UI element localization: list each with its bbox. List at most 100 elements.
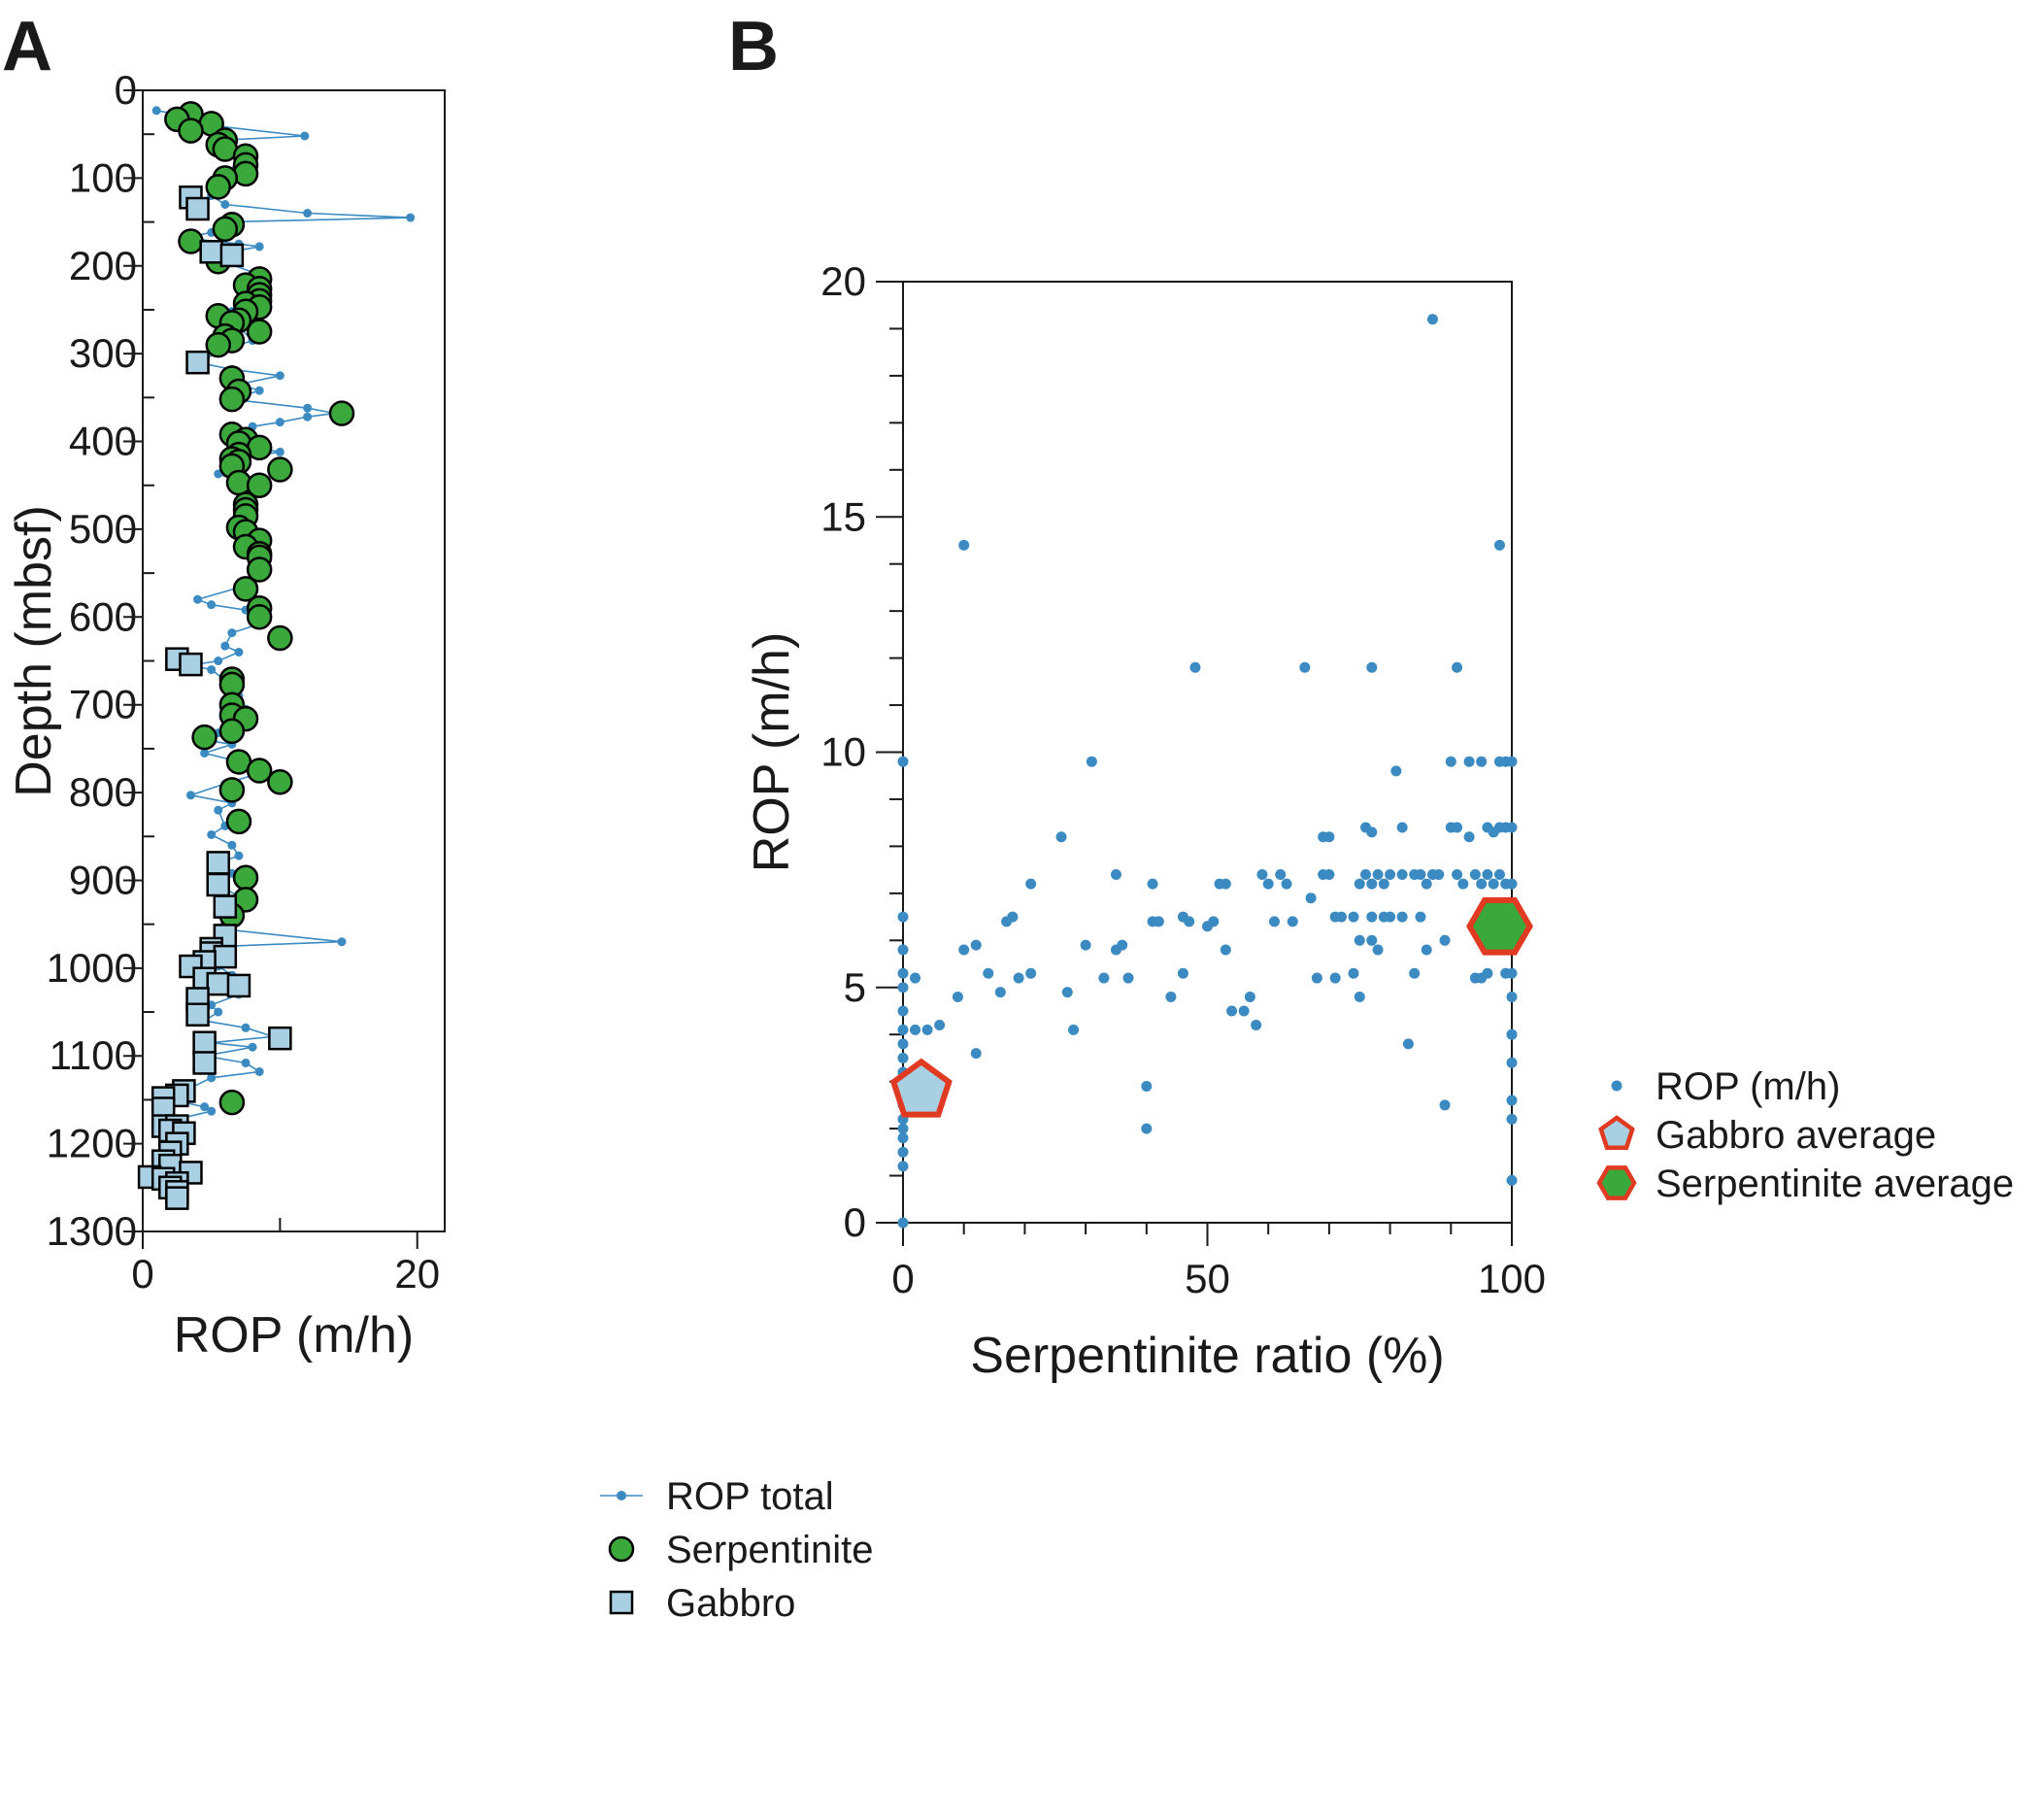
rop-point xyxy=(1262,878,1274,890)
rop-serpentinite-data xyxy=(889,314,1533,1229)
rop-point xyxy=(1463,831,1475,843)
gabbro-average-legend-marker xyxy=(1598,1115,1635,1151)
rop-point xyxy=(1506,967,1518,979)
rop-total-point xyxy=(275,418,284,427)
rop-total-point xyxy=(207,1106,217,1116)
rop-point xyxy=(1439,1099,1451,1111)
rop-total-point xyxy=(254,1067,264,1076)
rop-total-point xyxy=(227,628,237,638)
rop-point xyxy=(1153,916,1164,927)
rop-point xyxy=(1506,822,1518,833)
serpentinite-point xyxy=(246,319,273,345)
y-tick-label: 0 xyxy=(844,1199,866,1245)
y-tick-label: 0 xyxy=(115,67,137,113)
rop-point xyxy=(897,1217,909,1229)
serpentinite-point xyxy=(205,174,231,200)
rop-point xyxy=(1013,972,1024,984)
y-tick-label: 400 xyxy=(69,419,137,464)
rop-point xyxy=(1335,911,1347,923)
serpentinite-point xyxy=(232,864,259,891)
rop-serpentinite-plot-frame xyxy=(902,281,1513,1224)
serpentinite-point xyxy=(267,768,293,795)
gabbro-legend-marker xyxy=(609,1590,634,1615)
rop-point xyxy=(1469,868,1481,880)
rop-point xyxy=(1506,1174,1518,1186)
depth-rop-y-axis-title: Depth (mbsf) xyxy=(6,505,62,797)
gabbro-point xyxy=(179,652,203,677)
rop-total-point xyxy=(406,213,416,222)
rop-total-point xyxy=(254,242,264,252)
rop-point xyxy=(910,972,921,984)
rop-total-point xyxy=(214,1007,223,1017)
rop-total-point xyxy=(303,403,313,413)
rop-point xyxy=(897,944,909,956)
rop-total-legend-marker xyxy=(617,1491,626,1500)
rop-serpentinite-legend: ROP (m/h) Gabbro average Serpentinite aver… xyxy=(1596,1065,2014,1205)
rop-point xyxy=(1055,831,1067,843)
rop-point xyxy=(1025,878,1037,890)
rop-point xyxy=(1366,911,1378,923)
rop-point xyxy=(1506,1095,1518,1106)
rop-serpentinite-legend-label: Gabbro average xyxy=(1656,1114,1936,1157)
rop-point xyxy=(1506,1057,1518,1068)
rop-point xyxy=(958,539,970,551)
rop-point xyxy=(1354,991,1365,1002)
rop-point xyxy=(897,1038,909,1050)
panel-letter-b: B xyxy=(728,8,779,85)
rop-point xyxy=(1184,916,1195,927)
rop-point xyxy=(1366,878,1378,890)
rop-point xyxy=(1256,868,1268,880)
rop-point xyxy=(897,982,909,994)
rop-point xyxy=(1506,1113,1518,1125)
serpentinite-point xyxy=(232,576,259,602)
depth-rop-x-axis-title: ROP (m/h) xyxy=(174,1307,415,1364)
rop-point xyxy=(1268,916,1280,927)
rop-point xyxy=(958,944,970,956)
y-tick-label: 200 xyxy=(69,243,137,288)
serpentinite-point xyxy=(218,777,246,803)
serpentinite-point xyxy=(225,808,252,835)
rop-total-point xyxy=(214,805,223,815)
gabbro-average-marker xyxy=(889,1058,953,1118)
rop-serpentinite-chart: 0 5 10 15 20 0 50 100 Serpentinite ratio (%) RO… xyxy=(744,258,2014,1384)
x-tick-label: 0 xyxy=(891,1256,914,1301)
rop-point xyxy=(1402,1038,1414,1050)
rop-point xyxy=(1220,944,1231,956)
rop-total-point xyxy=(185,791,195,800)
rop-total-point xyxy=(214,469,223,479)
panel-letter-a: A xyxy=(2,8,52,85)
rop-total-point xyxy=(214,657,223,665)
depth-rop-legend-label: ROP total xyxy=(666,1475,834,1518)
rop-point xyxy=(1189,661,1201,673)
rop-total-point xyxy=(220,200,230,209)
rop-total-point xyxy=(248,1042,257,1052)
rop-point xyxy=(1329,972,1341,984)
rop-point xyxy=(1068,1024,1080,1035)
rop-point xyxy=(1360,868,1372,880)
rop-point xyxy=(897,1132,909,1144)
y-tick-label: 10 xyxy=(820,729,866,775)
y-tick-label: 1200 xyxy=(47,1121,137,1166)
x-tick-label: 100 xyxy=(1478,1256,1546,1301)
gabbro-point xyxy=(185,196,210,221)
serpentinite-point xyxy=(246,604,273,630)
rop-point xyxy=(1476,756,1488,767)
serpentinite-point xyxy=(218,718,246,745)
rop-point xyxy=(1244,991,1255,1002)
rop-point xyxy=(934,1020,946,1031)
serpentinite-average-legend-marker xyxy=(1596,1165,1637,1200)
rop-total-point xyxy=(151,106,161,116)
rop-point xyxy=(1439,934,1451,946)
rop-point xyxy=(1025,967,1037,979)
rop-point xyxy=(970,1048,982,1060)
rop-point xyxy=(1445,756,1456,767)
y-tick-label: 900 xyxy=(69,857,137,902)
rop-point xyxy=(1506,878,1518,890)
rop-point xyxy=(921,1024,933,1035)
serpentinite-point xyxy=(212,216,239,243)
rop-point xyxy=(897,911,909,923)
rop-point xyxy=(1390,765,1402,777)
y-tick-label: 500 xyxy=(69,506,137,552)
rop-point xyxy=(897,1161,909,1172)
rop-point xyxy=(1372,944,1384,956)
